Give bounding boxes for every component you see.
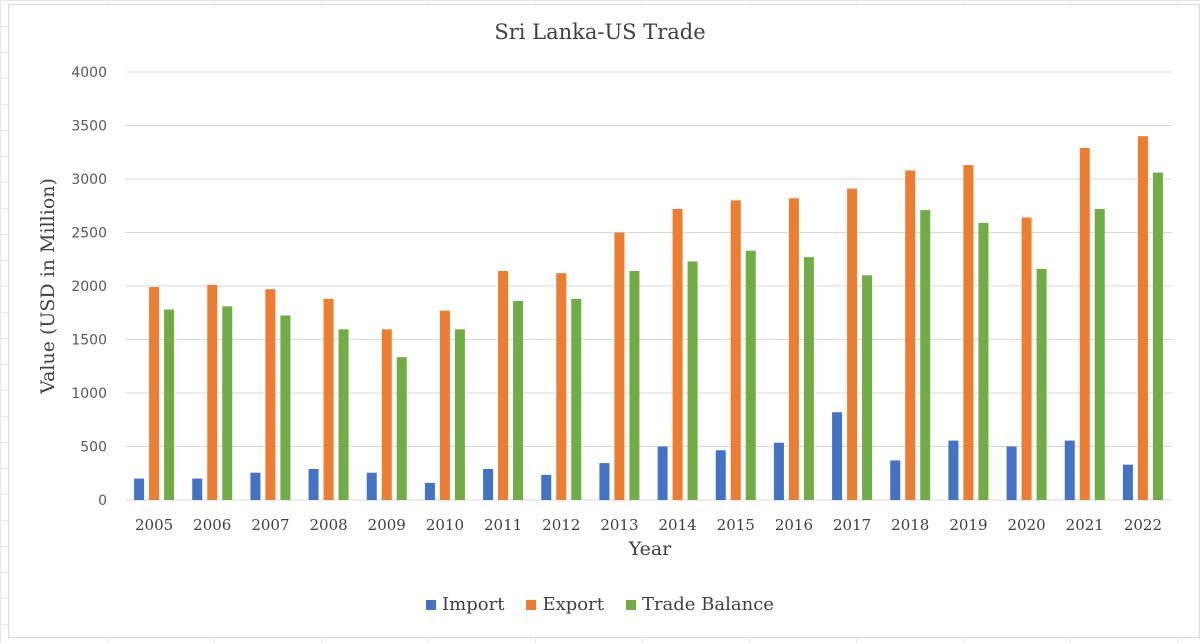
bar-trade-balance[interactable]: [571, 298, 582, 500]
bar-export[interactable]: [207, 284, 218, 500]
x-tick-label: 2011: [484, 516, 522, 534]
legend-label-import: Import: [442, 594, 505, 615]
bar-trade-balance[interactable]: [1036, 268, 1047, 500]
bar-import[interactable]: [890, 460, 901, 500]
x-tick-label: 2013: [600, 516, 638, 534]
x-tick-label: 2018: [891, 516, 929, 534]
legend-swatch-import: [426, 599, 437, 610]
bar-trade-balance[interactable]: [396, 357, 407, 500]
legend-item-export: Export: [526, 594, 604, 615]
x-tick-label: 2022: [1124, 516, 1162, 534]
legend-item-trade-balance: Trade Balance: [625, 594, 774, 615]
bar-trade-balance[interactable]: [454, 329, 465, 500]
bar-import[interactable]: [657, 446, 668, 501]
bar-trade-balance[interactable]: [803, 257, 814, 500]
bar-import[interactable]: [541, 474, 552, 500]
x-tick-label: 2016: [775, 516, 813, 534]
bar-trade-balance[interactable]: [920, 210, 931, 500]
bar-import[interactable]: [832, 412, 843, 500]
bar-trade-balance[interactable]: [1094, 208, 1105, 500]
x-tick-label: 2015: [717, 516, 755, 534]
bar-import[interactable]: [1122, 464, 1133, 500]
y-tick-label: 500: [80, 440, 107, 456]
bar-export[interactable]: [1079, 147, 1090, 500]
y-tick-label: 3500: [71, 119, 107, 135]
y-tick-label: 1500: [71, 333, 107, 349]
bar-export[interactable]: [498, 271, 509, 500]
bar-export[interactable]: [1021, 217, 1032, 500]
legend-swatch-export: [526, 599, 537, 610]
bar-export[interactable]: [672, 208, 683, 500]
y-tick-label: 0: [98, 493, 107, 509]
bar-export[interactable]: [730, 200, 741, 500]
bar-trade-balance[interactable]: [513, 300, 524, 500]
bar-trade-balance[interactable]: [745, 250, 756, 500]
bar-export[interactable]: [963, 165, 974, 500]
x-tick-label: 2009: [368, 516, 406, 534]
bar-trade-balance[interactable]: [280, 315, 291, 500]
bar-import[interactable]: [948, 440, 959, 500]
x-tick-label: 2010: [426, 516, 464, 534]
bar-trade-balance[interactable]: [862, 275, 873, 500]
legend: Import Export Trade Balance: [0, 594, 1200, 615]
bar-import[interactable]: [1006, 446, 1017, 501]
bar-trade-balance[interactable]: [338, 329, 349, 500]
y-tick-label: 3000: [71, 172, 107, 188]
x-tick-label: 2019: [949, 516, 987, 534]
bar-import[interactable]: [308, 468, 319, 500]
x-tick-label: 2005: [135, 516, 173, 534]
bar-import[interactable]: [192, 478, 203, 500]
bar-trade-balance[interactable]: [978, 222, 989, 500]
bar-export[interactable]: [381, 329, 392, 500]
legend-swatch-trade-balance: [625, 599, 636, 610]
chart-title: Sri Lanka-US Trade: [494, 20, 706, 44]
legend-item-import: Import: [426, 594, 504, 615]
bar-export[interactable]: [905, 170, 916, 500]
legend-label-trade-balance: Trade Balance: [641, 594, 774, 615]
bar-export[interactable]: [149, 287, 160, 500]
bar-export[interactable]: [614, 232, 625, 501]
bar-export[interactable]: [788, 198, 799, 500]
bar-trade-balance[interactable]: [1152, 172, 1163, 500]
x-axis-title: Year: [628, 538, 672, 560]
bar-import[interactable]: [366, 472, 377, 500]
bar-export[interactable]: [1137, 136, 1148, 500]
x-tick-label: 2006: [193, 516, 231, 534]
x-tick-label: 2008: [309, 516, 347, 534]
bar-export[interactable]: [847, 188, 858, 500]
y-tick-label: 1000: [71, 386, 107, 402]
x-tick-label: 2007: [251, 516, 289, 534]
x-tick-label: 2012: [542, 516, 580, 534]
bar-trade-balance[interactable]: [629, 271, 640, 500]
x-tick-label: 2017: [833, 516, 871, 534]
bar-trade-balance[interactable]: [222, 306, 233, 500]
bar-import[interactable]: [1064, 440, 1075, 500]
y-tick-label: 2500: [71, 226, 107, 242]
legend-label-export: Export: [542, 594, 604, 615]
bar-trade-balance[interactable]: [687, 261, 698, 500]
bar-import[interactable]: [250, 472, 261, 500]
bar-export[interactable]: [323, 298, 334, 500]
y-tick-label: 4000: [71, 65, 107, 81]
bar-export[interactable]: [556, 273, 567, 500]
chart-area[interactable]: [8, 4, 1200, 638]
bar-import[interactable]: [715, 450, 726, 500]
x-tick-label: 2021: [1066, 516, 1104, 534]
x-tick-label: 2020: [1007, 516, 1045, 534]
x-tick-label: 2014: [658, 516, 696, 534]
bar-export[interactable]: [439, 310, 450, 500]
bar-import[interactable]: [424, 482, 435, 500]
y-tick-label: 2000: [71, 279, 107, 295]
bar-import[interactable]: [134, 478, 145, 500]
bar-trade-balance[interactable]: [164, 309, 175, 500]
bar-export[interactable]: [265, 289, 276, 500]
bar-import[interactable]: [483, 468, 494, 500]
bar-import[interactable]: [773, 442, 784, 500]
bar-import[interactable]: [599, 463, 610, 500]
